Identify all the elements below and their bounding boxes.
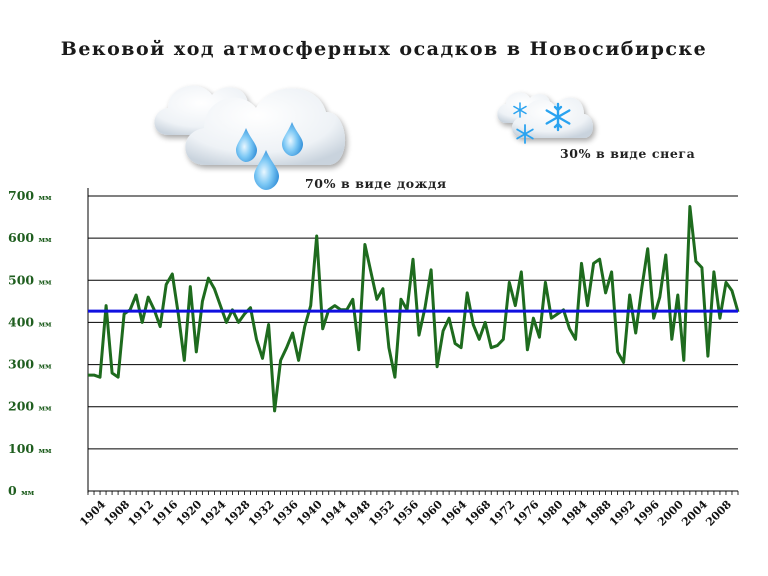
- x-tick-label: 1964: [438, 498, 469, 529]
- x-tick-label: 1940: [294, 498, 325, 529]
- y-tick-unit: мм: [38, 446, 52, 455]
- x-tick-label: 1916: [150, 498, 181, 529]
- x-tick-label: 1904: [77, 498, 108, 529]
- y-tick-unit: мм: [38, 362, 52, 371]
- y-tick-label: 0 мм: [8, 483, 35, 498]
- y-tick-unit: мм: [38, 404, 52, 413]
- y-tick-unit: мм: [38, 235, 52, 244]
- x-tick-label: 2004: [679, 498, 710, 529]
- x-tick-label: 1936: [270, 498, 301, 529]
- x-tick-label: 1932: [246, 498, 277, 529]
- x-tick-label: 1924: [198, 498, 229, 529]
- precipitation-series-line: [88, 205, 740, 413]
- x-tick-label: 1948: [342, 498, 373, 529]
- y-tick-unit: мм: [21, 488, 35, 497]
- series-layer: [88, 205, 740, 413]
- rain-cloud-icon: [154, 85, 346, 190]
- y-tick-label: 400 мм: [8, 314, 52, 329]
- y-tick-label: 300 мм: [8, 357, 52, 372]
- y-tick-label: 600 мм: [8, 230, 52, 245]
- x-axis: 1904190819121916192019241928193219361940…: [77, 188, 739, 529]
- y-tick-label: 200 мм: [8, 399, 52, 414]
- x-tick-label: 1920: [174, 498, 205, 529]
- x-tick-label: 1988: [583, 498, 614, 529]
- y-tick-unit: мм: [38, 319, 52, 328]
- snow-share-annotation: 30% в виде снега: [560, 146, 696, 161]
- x-tick-label: 2000: [655, 498, 686, 529]
- x-tick-label: 1980: [535, 498, 566, 529]
- x-tick-label: 1944: [318, 498, 349, 529]
- x-tick-label: 1928: [222, 498, 253, 529]
- y-tick-label: 700 мм: [8, 188, 52, 203]
- x-tick-label: 1972: [487, 498, 518, 529]
- x-tick-label: 1996: [631, 498, 662, 529]
- y-tick-label: 500 мм: [8, 272, 52, 287]
- chart-title: Вековой ход атмосферных осадков в Новоси…: [60, 38, 708, 60]
- x-tick-label: 1952: [366, 498, 397, 529]
- y-axis: 0 мм 100 мм 200 мм 300 мм 400 мм 500 мм 600 мм…: [8, 188, 52, 498]
- x-tick-label: 1984: [559, 498, 590, 529]
- y-tick-label: 100 мм: [8, 441, 52, 456]
- y-tick-unit: мм: [38, 193, 52, 202]
- x-tick-label: 1968: [463, 498, 494, 529]
- x-tick-label: 2008: [703, 498, 734, 529]
- snow-cloud-icon: [497, 92, 593, 144]
- x-tick-label: 1956: [390, 498, 421, 529]
- rain-share-annotation: 70% в виде дождя: [305, 176, 447, 191]
- x-tick-label: 1960: [414, 498, 445, 529]
- y-tick-unit: мм: [38, 277, 52, 286]
- x-tick-label: 1912: [125, 498, 156, 529]
- x-tick-label: 1908: [101, 498, 132, 529]
- x-tick-label: 1976: [511, 498, 542, 529]
- x-tick-label: 1992: [607, 498, 638, 529]
